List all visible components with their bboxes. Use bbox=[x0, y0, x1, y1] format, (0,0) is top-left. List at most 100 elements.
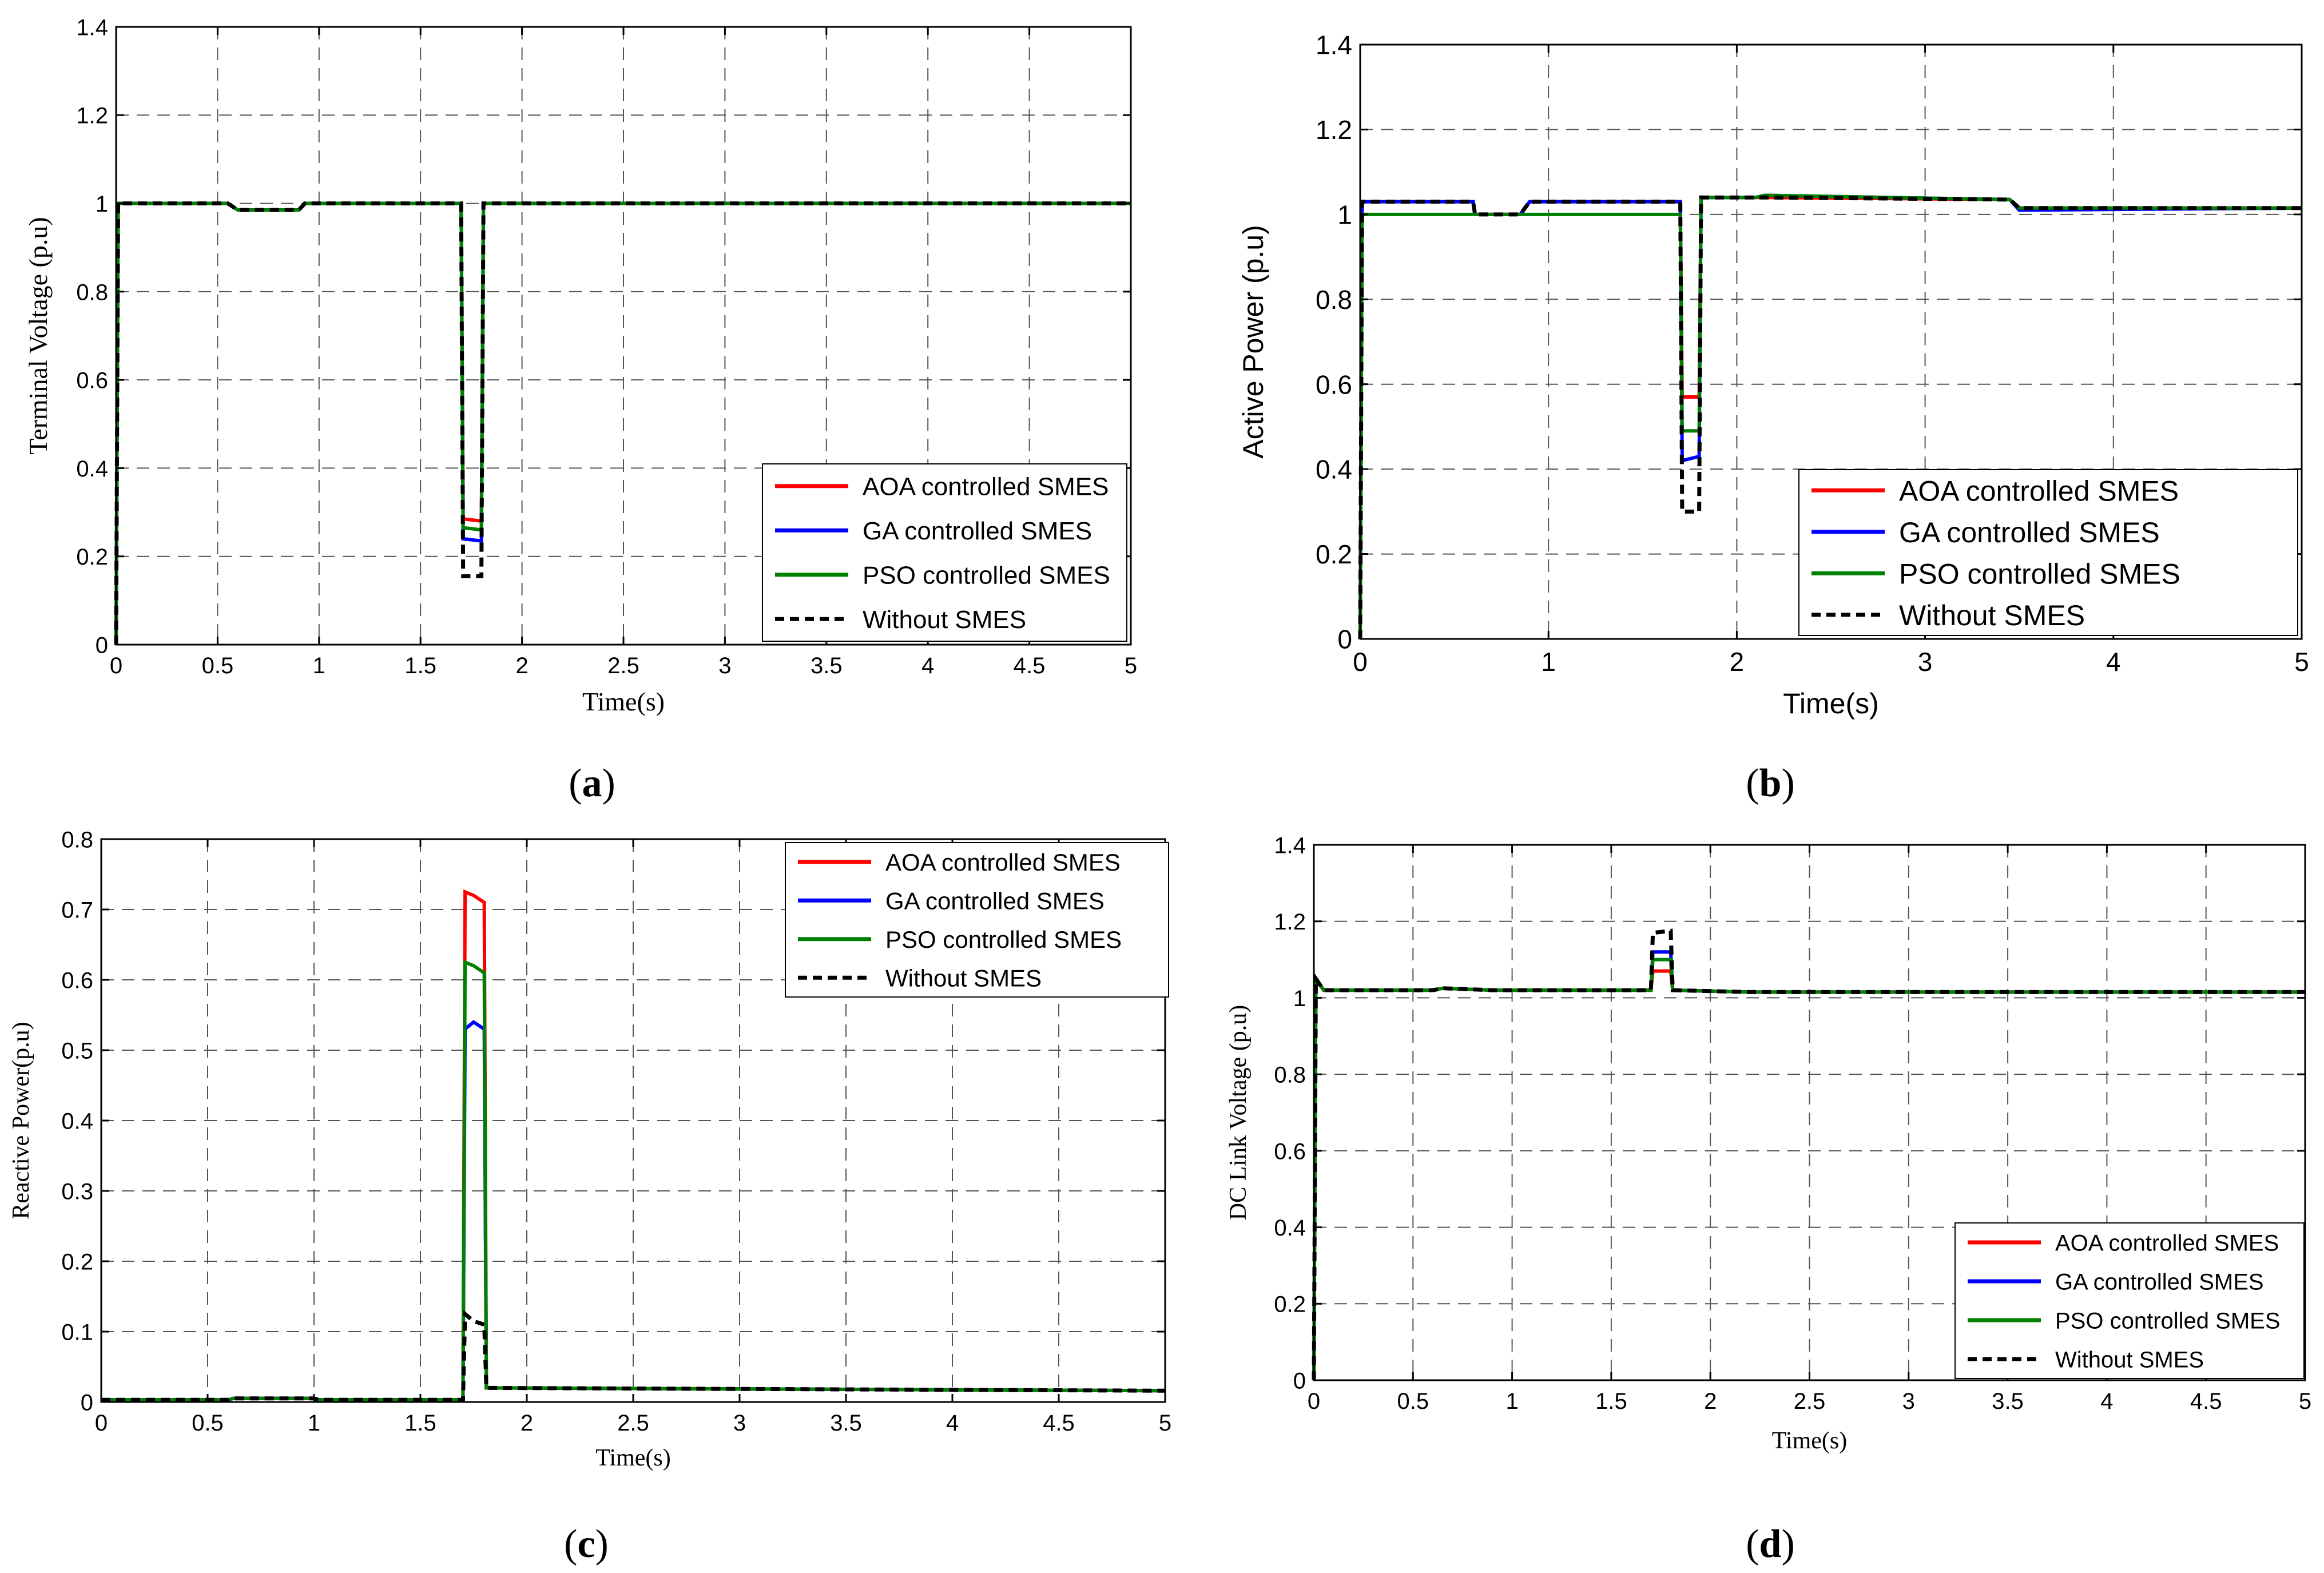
caption-paren-close: ) bbox=[1781, 761, 1794, 805]
axes-frame bbox=[1359, 43, 2303, 640]
legend-label: Without SMES bbox=[885, 964, 1042, 991]
legend-label: GA controlled SMES bbox=[885, 887, 1105, 914]
x-tick-label: 0 bbox=[110, 653, 122, 678]
x-tick-label: 3 bbox=[733, 1411, 746, 1436]
y-tick-label: 1 bbox=[96, 192, 108, 217]
y-tick-label: 0.1 bbox=[61, 1320, 93, 1345]
legend-label: Without SMES bbox=[1899, 599, 2085, 631]
x-tick-label: 3.5 bbox=[811, 653, 843, 678]
legend-box bbox=[1954, 1222, 2305, 1379]
x-tick-label: 4.5 bbox=[1043, 1411, 1075, 1436]
legend: AOA controlled SMES GA controlled SMES PSO… bbox=[785, 842, 1169, 998]
y-tick-label: 0.8 bbox=[61, 827, 93, 852]
x-tick-label: 2 bbox=[1704, 1389, 1717, 1414]
x-axis-label: Time(s) bbox=[1772, 1428, 1847, 1454]
caption-paren-open: ( bbox=[1746, 1522, 1759, 1566]
y-tick-label: 0.6 bbox=[1316, 370, 1352, 399]
x-tick-label: 0.5 bbox=[1397, 1389, 1429, 1414]
caption-paren-close: ) bbox=[602, 761, 615, 805]
y-axis-label: Active Power (p.u) bbox=[1237, 225, 1269, 458]
y-tick-label: 0.2 bbox=[1274, 1292, 1306, 1317]
caption-letter: b bbox=[1759, 761, 1782, 805]
panel-caption: (a) bbox=[569, 761, 615, 805]
x-tick-label: 1.5 bbox=[1595, 1389, 1627, 1414]
legend-box bbox=[762, 463, 1127, 642]
legend: AOA controlled SMES GA controlled SMES PSO… bbox=[762, 463, 1127, 642]
y-tick-label: 1.2 bbox=[1316, 115, 1352, 145]
series-line-without bbox=[114, 201, 1131, 645]
y-tick-label: 1 bbox=[1337, 200, 1352, 229]
legend-label: Without SMES bbox=[2055, 1347, 2204, 1372]
chart-b: 0 1 2 3 4 5 0 0.2 0.4 0.6 0.8 1 1.2 1.4 Time(s) Active … bbox=[1237, 30, 2309, 805]
x-axis-label: Time(s) bbox=[1783, 688, 1879, 720]
caption-letter: d bbox=[1759, 1522, 1782, 1566]
y-tick-label: 0.2 bbox=[76, 545, 108, 570]
x-tick-label: 0 bbox=[95, 1411, 108, 1436]
x-tick-label: 1 bbox=[308, 1411, 320, 1436]
y-tick-label: 0.4 bbox=[61, 1109, 93, 1134]
x-tick-label: 4 bbox=[946, 1411, 959, 1436]
y-tick-label: 0 bbox=[1293, 1368, 1306, 1393]
x-tick-label: 4 bbox=[921, 653, 934, 678]
caption-letter: c bbox=[577, 1522, 595, 1566]
x-tick-label: 3.5 bbox=[830, 1411, 862, 1436]
y-tick-label: 0 bbox=[96, 633, 108, 658]
x-tick-label: 3 bbox=[1918, 647, 1933, 677]
legend-label: AOA controlled SMES bbox=[863, 473, 1109, 501]
y-tick-label: 0.4 bbox=[1316, 455, 1352, 484]
panel-caption: (d) bbox=[1746, 1522, 1795, 1566]
series-line-without bbox=[101, 1310, 1166, 1402]
legend-box bbox=[1798, 469, 2298, 636]
y-tick-label: 0 bbox=[1337, 625, 1352, 654]
legend: AOA controlled SMES GA controlled SMES PSO… bbox=[1954, 1222, 2305, 1379]
x-tick-label: 0 bbox=[1353, 647, 1368, 677]
panel-caption: (c) bbox=[564, 1522, 609, 1566]
y-tick-label: 1.4 bbox=[1274, 833, 1306, 858]
legend-label: PSO controlled SMES bbox=[1899, 558, 2180, 590]
x-tick-label: 4 bbox=[2106, 647, 2121, 677]
legend-label: AOA controlled SMES bbox=[885, 849, 1121, 876]
x-tick-label: 2.5 bbox=[1794, 1389, 1826, 1414]
y-axis-label: Reactive Power(p.u) bbox=[8, 1022, 34, 1219]
y-tick-label: 0.2 bbox=[1316, 539, 1352, 569]
legend-label: GA controlled SMES bbox=[1899, 517, 2160, 549]
x-tick-label: 4 bbox=[2100, 1389, 2113, 1414]
caption-paren-open: ( bbox=[564, 1522, 577, 1566]
series-line-without bbox=[1358, 195, 2302, 639]
panel-caption: (b) bbox=[1746, 761, 1795, 805]
legend: AOA controlled SMES GA controlled SMES PSO… bbox=[1798, 469, 2298, 636]
chart-d: 0 0.5 1 1.5 2 2.5 3 3.5 4 4.5 5 0 0.2 0.4 0.6 0.8 1 1.2 1.… bbox=[1225, 833, 2311, 1566]
x-tick-label: 2 bbox=[1730, 647, 1745, 677]
y-tick-label: 0.6 bbox=[1274, 1139, 1306, 1164]
legend-label: GA controlled SMES bbox=[863, 517, 1092, 545]
x-tick-label: 1.5 bbox=[404, 1411, 436, 1436]
x-tick-label: 2.5 bbox=[607, 653, 639, 678]
caption-paren-open: ( bbox=[1746, 761, 1759, 805]
x-tick-label: 1 bbox=[313, 653, 325, 678]
chart-a: 0 0.5 1 1.5 2 2.5 3 3.5 4 4.5 5 0 0.2 0.4 0.6 0.8 1 1.2 1.… bbox=[23, 15, 1137, 805]
y-tick-label: 0.5 bbox=[61, 1038, 93, 1063]
y-tick-label: 0.6 bbox=[61, 968, 93, 993]
x-tick-label: 4.5 bbox=[2190, 1389, 2222, 1414]
y-tick-label: 1.2 bbox=[76, 104, 108, 129]
series-line-pso bbox=[1312, 958, 2305, 1381]
x-tick-label: 5 bbox=[1125, 653, 1137, 678]
x-tick-label: 2 bbox=[515, 653, 528, 678]
y-tick-label: 0.4 bbox=[1274, 1216, 1306, 1241]
y-tick-label: 0.4 bbox=[76, 456, 108, 482]
legend-label: Without SMES bbox=[863, 606, 1026, 634]
caption-paren-close: ) bbox=[1781, 1522, 1794, 1566]
x-tick-label: 5 bbox=[2294, 647, 2309, 677]
x-tick-label: 2 bbox=[521, 1411, 533, 1436]
x-tick-label: 5 bbox=[2299, 1389, 2311, 1414]
y-tick-label: 1 bbox=[1293, 986, 1306, 1011]
legend-label: GA controlled SMES bbox=[2055, 1269, 2264, 1294]
x-tick-label: 0 bbox=[1308, 1389, 1320, 1414]
x-tick-label: 1 bbox=[1505, 1389, 1518, 1414]
y-tick-label: 0.3 bbox=[61, 1179, 93, 1204]
x-tick-label: 3 bbox=[718, 653, 731, 678]
y-tick-label: 1.4 bbox=[76, 15, 108, 40]
y-axis-label: Terminal Voltage (p.u) bbox=[23, 217, 53, 454]
caption-letter: a bbox=[582, 761, 602, 805]
